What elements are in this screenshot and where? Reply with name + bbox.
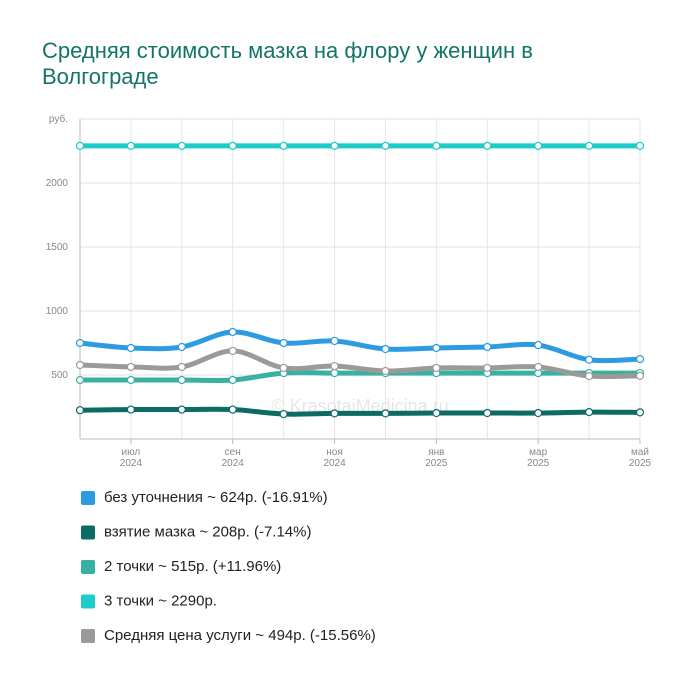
point [635,371,645,380]
point [177,375,186,385]
series-line [77,370,643,383]
point [330,336,339,346]
x-tick-label: июл 2024 [120,447,143,469]
point [126,141,136,150]
point [228,346,237,356]
x-tick-label-part: 2025 [629,458,652,469]
point [177,362,186,372]
point [534,340,543,350]
x-tick-label-part: 2025 [425,458,448,469]
x-tick-label: янв 2025 [425,447,448,469]
chart-title: Средняя стоимость мазка на флору у женщи… [42,38,533,89]
point [534,141,543,150]
point [75,338,85,348]
point [432,363,441,373]
point [432,141,441,150]
point [228,327,237,337]
point [75,360,85,370]
point [228,405,237,414]
point [584,408,594,417]
point [381,366,390,376]
point [381,344,390,354]
point [126,405,136,414]
series-line [77,406,643,417]
point [534,408,543,418]
point [177,405,186,414]
legend-label: 3 точки ~ 2290р. [104,592,217,609]
x-tick-label-part: 2025 [527,458,550,469]
point [126,362,136,372]
series-line [77,329,643,364]
point [279,363,288,373]
legend-swatch [81,491,95,505]
point [75,375,85,385]
point [177,141,186,150]
point [635,408,645,417]
y-tick-label: руб. [49,113,68,125]
point [584,371,594,381]
point [534,362,543,372]
point [483,141,492,150]
point [483,342,492,352]
point [228,141,237,150]
point [126,375,136,385]
y-tick-label: 500 [51,370,68,381]
x-tick-label: сен 2024 [222,447,245,469]
legend-label: без уточнения ~ 624р. (-16.91%) [104,489,328,506]
point [584,355,594,364]
legend-label: Средняя цена услуги ~ 494р. (-15.56%) [104,627,376,644]
legend-swatch [81,560,95,574]
x-tick-label: мар 2025 [527,447,550,469]
point [228,375,237,385]
legend-label: 2 точки ~ 515р. (+11.96%) [104,558,281,575]
series-line [77,348,643,380]
point [381,141,390,150]
y-tick-label: 1500 [46,242,69,253]
point [330,368,339,378]
point [177,342,186,352]
point [584,141,594,150]
point [126,343,136,353]
point [381,409,390,418]
x-tick-label-part: янв [428,447,444,458]
x-tick-label-part: ноя [326,447,343,458]
point [330,409,339,418]
point [330,141,339,150]
point [635,141,645,150]
x-tick-label: ноя 2024 [323,447,346,469]
point [279,409,288,419]
x-tick-label-part: 2024 [120,458,143,469]
legend-swatch [81,629,95,643]
x-tick-label-part: 2024 [222,458,245,469]
point [483,363,492,373]
x-tick-label: май 2025 [629,447,652,469]
point [432,343,441,353]
point [483,408,492,418]
x-tick-label-part: июл [122,447,141,458]
point [279,338,288,348]
point [279,141,288,150]
y-tick-label: 1000 [46,306,69,317]
x-tick-label-part: 2024 [323,458,346,469]
point [432,408,441,418]
x-tick-label-part: мар [529,447,547,458]
point [635,355,645,364]
x-tick-label-part: сен [225,447,241,458]
legend-label: взятие мазка ~ 208р. (-7.14%) [104,523,311,540]
point [330,361,339,371]
point [75,141,85,150]
legend-swatch [81,525,95,540]
y-tick-label: 2000 [46,178,69,189]
legend-swatch [81,594,95,609]
point [75,406,85,415]
x-tick-label-part: май [631,447,649,458]
